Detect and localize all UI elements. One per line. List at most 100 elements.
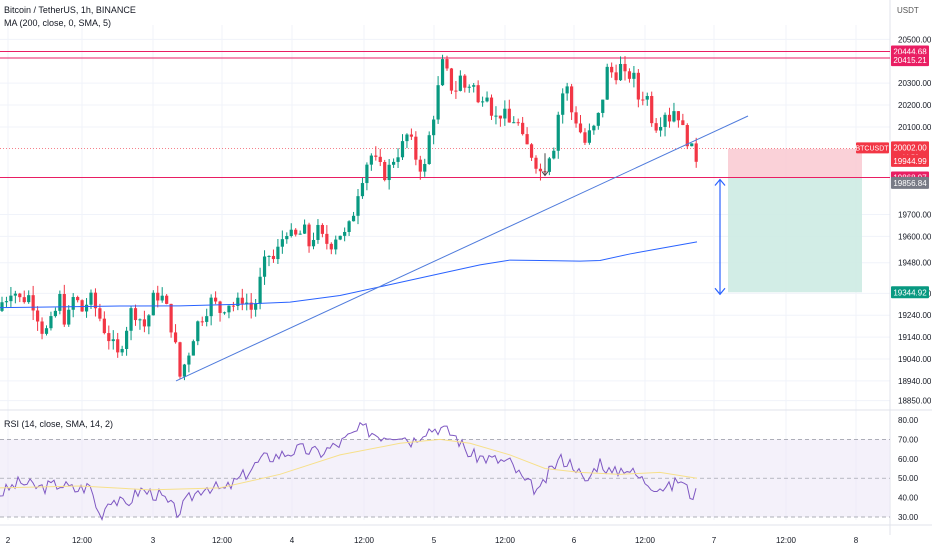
candle-body — [632, 72, 636, 79]
candle-body — [547, 158, 551, 172]
candle-body — [271, 255, 276, 260]
candle-body — [80, 300, 84, 312]
candle-body — [338, 235, 342, 240]
time-tick-label: 8 — [854, 536, 859, 545]
candle-body — [423, 164, 427, 172]
candle-body — [107, 333, 111, 342]
candle-body — [343, 231, 347, 236]
candle-body — [44, 328, 49, 334]
candle-body — [31, 295, 35, 311]
candle-body — [636, 72, 640, 100]
time-tick-label: 5 — [432, 536, 437, 545]
target-badge-bg — [891, 286, 929, 299]
price-tick-label: 20200.00 — [898, 101, 932, 110]
candle-body — [458, 75, 462, 91]
candle-body — [214, 297, 218, 302]
candle-body — [690, 143, 694, 147]
candle-body — [320, 224, 324, 234]
candle-body — [276, 246, 280, 260]
candle-body — [329, 243, 333, 250]
candle-body — [485, 97, 489, 102]
time-tick-label: 6 — [572, 536, 577, 545]
candle-body — [472, 85, 476, 87]
time-axis[interactable]: 2 12:00 3 12:00 4 12:00 5 12:00 6 12:00 7 12:00 8 — [0, 524, 932, 545]
price-badges: 20444.6820415.2120002.0044:56BTCUSDT1994… — [855, 45, 929, 299]
symbol-tag: BTCUSDT — [855, 145, 889, 152]
time-tick-label: 7 — [712, 536, 717, 545]
candle-body — [147, 315, 151, 327]
rsi-ma-line — [0, 438, 698, 491]
candle-body — [685, 125, 689, 147]
symbol-tag-bg — [856, 142, 889, 154]
rsi-pane — [0, 421, 890, 522]
price-tick-label: 18850.00 — [898, 397, 932, 406]
candle-body — [191, 341, 195, 356]
candle-body — [182, 364, 187, 377]
candle-body — [383, 161, 387, 181]
candle-body — [552, 150, 556, 159]
candle-body — [169, 303, 173, 333]
candle-body — [236, 297, 240, 306]
candle-body — [596, 112, 600, 126]
price-axis[interactable]: 20500.00 20300.00 20200.00 20100.00 19700.00… — [898, 35, 932, 405]
candle-body — [280, 239, 284, 247]
candle-body — [449, 68, 454, 91]
arrow-head-up — [714, 178, 726, 186]
gray-badge: 19856.84 — [893, 179, 927, 188]
candle-body — [654, 123, 658, 131]
candle-body — [556, 114, 560, 151]
candle-body — [178, 342, 182, 377]
candle-body — [463, 75, 467, 88]
candle-body — [481, 101, 485, 103]
candle-body — [694, 143, 698, 162]
candle-body — [418, 159, 422, 172]
candle-body — [84, 304, 89, 312]
candle-body — [156, 292, 160, 301]
candle-body — [71, 297, 75, 310]
candle-body — [249, 302, 253, 310]
candle-body — [98, 308, 102, 319]
candle-body — [592, 125, 596, 131]
candle-body — [289, 229, 293, 236]
candle-body — [436, 85, 440, 120]
candle-body — [641, 99, 645, 101]
rsi-legend[interactable]: RSI (14, close, SMA, 14, 2) — [4, 419, 114, 429]
candle-body — [650, 96, 654, 124]
candle-body — [627, 71, 632, 79]
candle-body — [445, 59, 449, 69]
candle-body — [538, 168, 543, 172]
candle-body — [414, 136, 418, 160]
candle-body — [356, 196, 360, 216]
candle-body — [360, 183, 365, 197]
candles[interactable] — [0, 54, 698, 381]
drawings[interactable] — [175, 115, 749, 382]
candle-body — [254, 303, 258, 310]
candle-body — [4, 301, 9, 303]
candle-body — [476, 85, 480, 103]
candle-body — [610, 66, 614, 73]
candle-body — [365, 164, 369, 184]
horizontal-lines[interactable] — [0, 50, 890, 179]
candle-body — [165, 295, 169, 304]
price-tick-label: 19480.00 — [898, 259, 932, 268]
candle-body — [173, 332, 178, 343]
position-zones[interactable] — [728, 148, 862, 293]
candle-body — [672, 111, 676, 122]
candle-body — [240, 297, 244, 304]
candle-body — [347, 221, 351, 232]
candle-body — [67, 309, 71, 325]
candle-body — [574, 112, 578, 124]
resistance-2-badge: 20415.21 — [893, 56, 927, 65]
moving-average — [0, 241, 698, 309]
rsi-tick-label: 30.00 — [898, 513, 919, 522]
ma-legend[interactable]: MA (200, close, 0, SMA, 5) — [4, 18, 112, 28]
currency-label: USDT — [897, 6, 919, 15]
candle-body — [663, 114, 667, 127]
candle-body — [62, 293, 66, 325]
candle-body — [120, 348, 124, 353]
candle-body — [298, 233, 302, 235]
candle-body — [218, 301, 222, 313]
price-tick-label: 18940.00 — [898, 377, 932, 386]
candle-body — [316, 224, 320, 240]
